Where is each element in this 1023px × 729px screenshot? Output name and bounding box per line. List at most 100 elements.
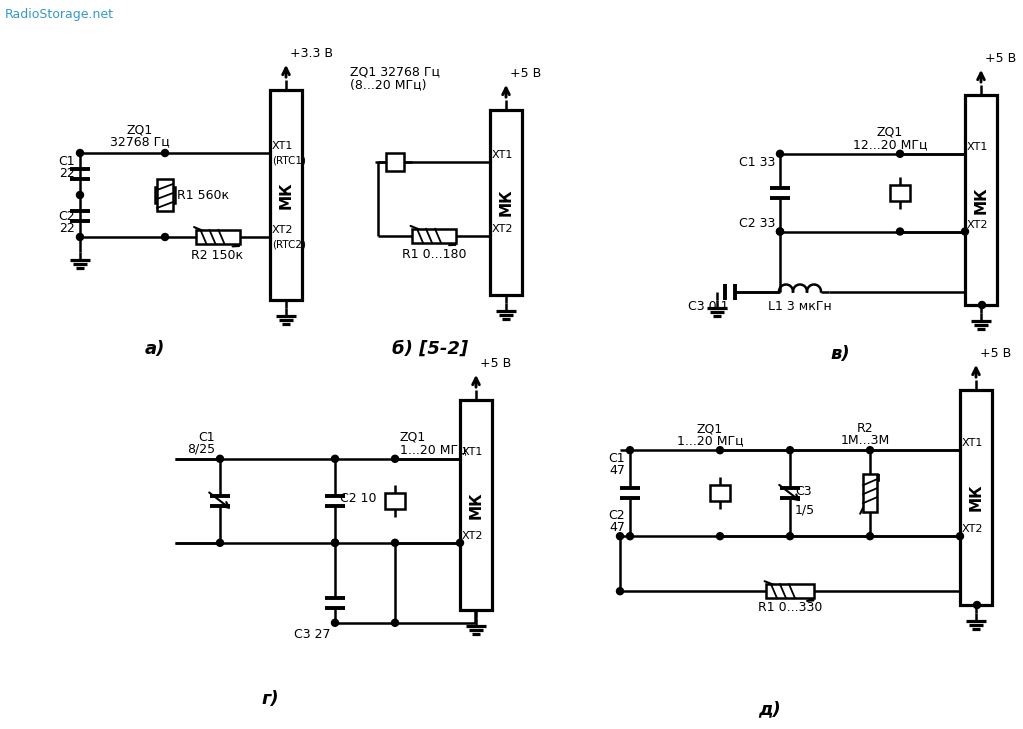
Text: (8...20 МГц): (8...20 МГц) <box>350 78 427 91</box>
Text: б) [5-2]: б) [5-2] <box>392 340 469 358</box>
Text: 22: 22 <box>59 222 75 235</box>
Circle shape <box>331 456 339 462</box>
Bar <box>412 229 456 243</box>
Circle shape <box>787 533 794 539</box>
Text: +5 В: +5 В <box>480 357 512 370</box>
Text: RadioStorage.net: RadioStorage.net <box>5 8 114 21</box>
Text: (RTC1): (RTC1) <box>272 155 306 165</box>
Circle shape <box>162 233 169 241</box>
Text: ZQ1: ZQ1 <box>400 431 427 444</box>
Circle shape <box>217 456 223 462</box>
Text: 47: 47 <box>609 464 625 477</box>
Text: C2 10: C2 10 <box>340 492 376 505</box>
Circle shape <box>392 456 399 462</box>
Text: МК: МК <box>278 182 294 208</box>
Circle shape <box>776 228 784 235</box>
Circle shape <box>626 533 633 539</box>
Circle shape <box>617 533 623 539</box>
Text: ХТ1: ХТ1 <box>492 149 514 160</box>
Text: ХТ2: ХТ2 <box>962 524 983 534</box>
Text: R1 0...330: R1 0...330 <box>758 601 822 615</box>
Text: МК: МК <box>498 189 514 217</box>
Text: C3 27: C3 27 <box>294 628 330 641</box>
Bar <box>890 184 910 200</box>
Text: МК: МК <box>969 483 983 511</box>
Circle shape <box>77 149 84 157</box>
Circle shape <box>392 620 399 626</box>
Bar <box>766 584 814 599</box>
Text: в): в) <box>831 345 850 363</box>
Text: 1...20 МГц: 1...20 МГц <box>676 434 744 447</box>
Bar <box>710 486 730 502</box>
Text: R1 0...180: R1 0...180 <box>402 248 466 261</box>
Circle shape <box>716 447 723 453</box>
Circle shape <box>77 233 84 241</box>
Bar <box>385 493 405 509</box>
Circle shape <box>331 620 339 626</box>
Text: 22: 22 <box>59 167 75 180</box>
Text: +5 В: +5 В <box>510 67 541 80</box>
Bar <box>965 95 997 305</box>
Text: а): а) <box>145 340 165 358</box>
Circle shape <box>787 447 794 453</box>
Text: C1 33: C1 33 <box>739 156 775 169</box>
Text: +3.3 В: +3.3 В <box>290 47 333 60</box>
Text: 1М...3М: 1М...3М <box>840 434 890 447</box>
Text: МК: МК <box>469 491 484 519</box>
Circle shape <box>77 192 84 198</box>
Text: ХТ1: ХТ1 <box>272 141 294 151</box>
Circle shape <box>776 150 784 157</box>
Circle shape <box>617 588 623 595</box>
Text: 8/25: 8/25 <box>187 443 215 456</box>
Bar <box>195 230 239 244</box>
Text: ХТ2: ХТ2 <box>492 224 514 234</box>
Text: ХТ1: ХТ1 <box>462 447 484 457</box>
Circle shape <box>217 539 223 546</box>
Text: 47: 47 <box>609 521 625 534</box>
Bar <box>157 179 173 211</box>
Text: ХТ1: ХТ1 <box>962 438 983 448</box>
Circle shape <box>962 228 969 235</box>
Circle shape <box>776 228 784 235</box>
Bar <box>960 390 992 605</box>
Circle shape <box>896 150 903 157</box>
Text: МК: МК <box>974 186 988 214</box>
Circle shape <box>866 447 874 453</box>
Text: ХТ2: ХТ2 <box>272 225 294 235</box>
Circle shape <box>957 533 964 539</box>
Circle shape <box>626 447 633 453</box>
Bar <box>270 90 302 300</box>
Text: R2: R2 <box>856 422 874 435</box>
Text: C1: C1 <box>58 155 75 168</box>
Circle shape <box>716 533 723 539</box>
Text: C3 0.1: C3 0.1 <box>688 300 728 313</box>
Text: ХТ2: ХТ2 <box>967 219 988 230</box>
Text: C1: C1 <box>198 431 215 444</box>
Circle shape <box>162 149 169 157</box>
Text: R1 560к: R1 560к <box>177 189 229 201</box>
Text: д): д) <box>759 700 782 718</box>
Circle shape <box>866 533 874 539</box>
Text: L1 3 мкГн: L1 3 мкГн <box>768 300 832 313</box>
Circle shape <box>896 228 903 235</box>
Circle shape <box>392 539 399 546</box>
Text: 32768 Гц: 32768 Гц <box>110 135 170 148</box>
Text: ХТ1: ХТ1 <box>967 142 988 152</box>
Circle shape <box>979 302 985 308</box>
Bar <box>490 110 522 295</box>
Text: C2 33: C2 33 <box>739 217 775 230</box>
Bar <box>155 187 175 203</box>
Text: 1...20 МГц: 1...20 МГц <box>400 443 466 456</box>
Text: C1: C1 <box>609 452 625 465</box>
Bar <box>386 153 404 171</box>
Bar <box>460 400 492 610</box>
Text: ZQ1: ZQ1 <box>697 422 723 435</box>
Circle shape <box>974 601 980 609</box>
Circle shape <box>331 539 339 546</box>
Text: +5 В: +5 В <box>980 347 1012 360</box>
Text: г): г) <box>261 690 279 708</box>
Text: ZQ1 32768 Гц: ZQ1 32768 Гц <box>350 65 440 78</box>
Text: 1/5: 1/5 <box>795 503 815 516</box>
Text: (RTC2): (RTC2) <box>272 239 306 249</box>
Text: R2 150к: R2 150к <box>191 249 243 262</box>
